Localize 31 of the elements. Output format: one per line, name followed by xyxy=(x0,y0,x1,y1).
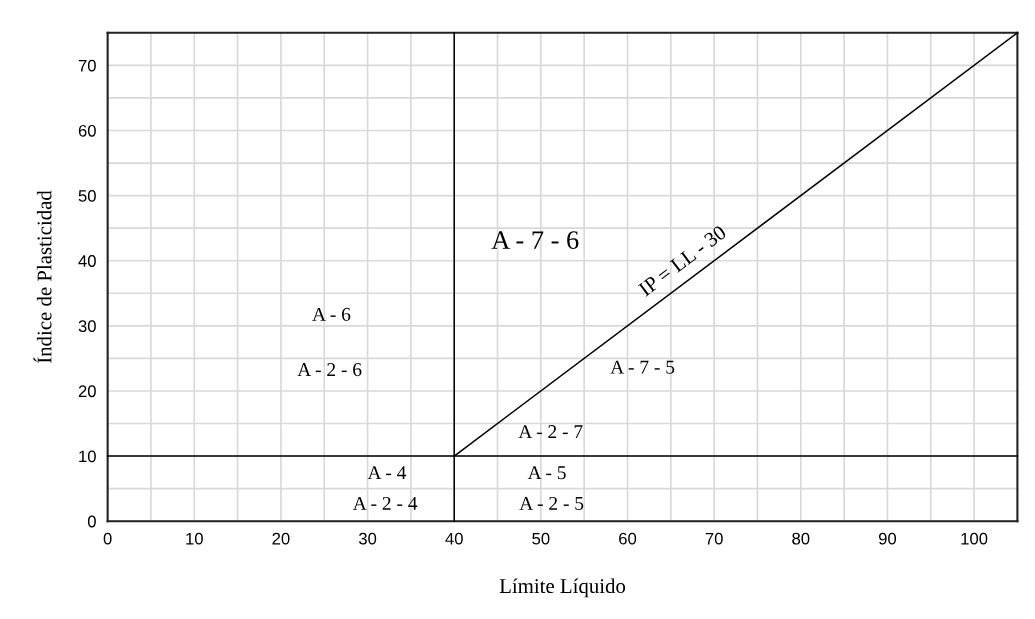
y-tick-label: 10 xyxy=(79,450,96,463)
y-tick-label: 0 xyxy=(87,515,96,528)
y-tick-label: 30 xyxy=(78,320,96,333)
annotation: A - 5 xyxy=(527,466,566,480)
annotation: A - 2 - 6 xyxy=(297,363,362,377)
annotation: A - 6 xyxy=(312,307,351,321)
annotation: A - 7 - 6 xyxy=(491,231,579,249)
annotation: A - 2 - 7 xyxy=(518,425,583,438)
x-tick-label: 70 xyxy=(705,532,723,545)
x-tick-label: 100 xyxy=(961,532,988,545)
annotation: A - 7 - 5 xyxy=(610,360,675,374)
x-axis-title: Límite Líquido xyxy=(499,578,626,598)
annotation: A - 4 xyxy=(367,466,407,479)
y-tick-label: 20 xyxy=(78,385,96,398)
annotation: A - 2 - 4 xyxy=(352,496,418,510)
x-tick-label: 60 xyxy=(619,532,637,545)
x-tick-label: 50 xyxy=(532,532,550,545)
x-tick-label: 40 xyxy=(445,532,463,545)
text: IP = LL - 30 xyxy=(637,224,728,297)
x-tick-label: 90 xyxy=(878,532,897,545)
x-tick-label: 0 xyxy=(103,532,112,545)
y-tick-label: 70 xyxy=(78,59,96,72)
y-tick-label: 40 xyxy=(78,255,96,267)
y-tick-label: 50 xyxy=(78,190,96,202)
annotation: A - 2 - 5 xyxy=(519,496,584,510)
y-axis-title: Índice de Plasticidad xyxy=(33,190,52,364)
y-tick-label: 60 xyxy=(78,124,96,137)
x-tick-label: 10 xyxy=(186,532,203,545)
x-tick-label: 20 xyxy=(272,532,290,545)
x-tick-label: 30 xyxy=(358,532,377,545)
x-tick-label: 80 xyxy=(792,532,810,545)
